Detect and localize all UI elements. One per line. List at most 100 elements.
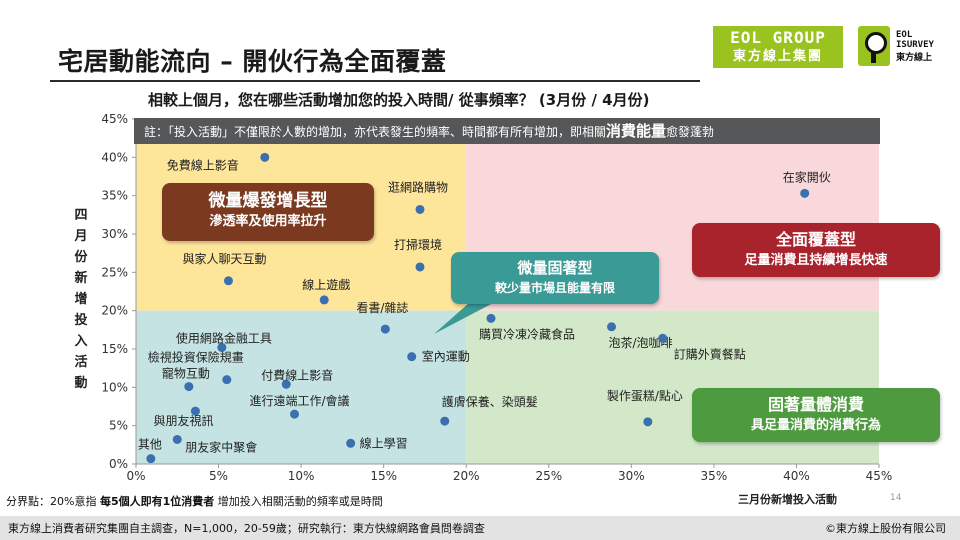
eol-group-logo: EOL GROUP 東方線上集團 [713,26,843,68]
note-bar: 註：「投入活動」不僅限於人數的增加，亦代表發生的頻率、時間都有所有增加，即相關消… [134,118,880,144]
quadrant-desc: 滲透率及使用率拉升 [209,214,327,229]
data-point-label: 室內運動 [422,349,470,364]
data-point-label: 線上學習 [360,435,408,450]
note-prefix: 註：「投入活動」不僅限於人數的增加，亦代表發生的頻率、時間都有所有增加，即相關 [144,125,607,139]
y-tick-label: 25% [101,265,128,279]
data-point-label: 付費線上影音 [261,367,333,382]
callout-pointer [434,302,495,334]
slide-title: 宅居動能流向 – 開伙行為全面覆蓋 [58,47,447,76]
data-point-label: 寵物互動 [162,366,210,381]
y-tick-label: 10% [101,380,128,394]
data-point [146,454,156,464]
data-point-label: 打掃環境 [394,237,442,252]
y-tick-label: 45% [101,112,128,126]
note-suffix: 愈發蓬勃 [666,125,715,139]
x-tick-label: 0% [126,469,145,483]
y-tick-label: 0% [109,457,128,471]
note-emphasis: 消費能量 [606,122,667,140]
quadrant-box-micro-explosive: 微量爆發增長型 滲透率及使用率拉升 [162,183,374,241]
page-number: 14 [890,493,902,503]
quadrant-title: 微量爆發增長型 [208,191,328,211]
data-point [800,188,810,198]
data-point [643,417,653,427]
data-point-label: 購買冷凍冷藏食品 [479,326,575,341]
data-point-label: 看書/雜誌 [356,300,408,315]
data-point [415,262,425,272]
data-point-label: 免費線上影音 [167,157,239,172]
threshold-note-prefix: 分界點：20%意指 [6,495,100,508]
data-point [346,438,356,448]
data-point-label: 護膚保養、染頭髮 [442,394,538,409]
data-point [290,409,300,419]
y-tick-label: 15% [101,342,128,356]
data-point-label: 檢視投資保險規畫 [148,350,244,365]
chart-question: 相較上個月，您在哪些活動增加您的投入時間/ 從事頻率？ (3月份 / 4月份) [148,91,650,109]
threshold-note: 分界點：20%意指 每5個人即有1位消費者 增加投入相關活動的頻率或是時間 [6,493,383,509]
y-tick-label: 5% [109,419,128,433]
data-point-label: 進行遠端工作/會議 [250,394,350,408]
data-point-label: 線上遊戲 [302,277,350,292]
y-tick-label: 40% [101,150,128,164]
data-point-label: 使用網路金融工具 [176,330,272,345]
data-point-label: 在家開伙 [783,169,831,184]
data-point [415,204,425,214]
threshold-note-bold: 每5個人即有1位消費者 [99,495,215,508]
data-point [260,152,270,162]
data-point-label: 與朋友視訊 [153,413,213,428]
data-point [223,276,233,286]
data-point-label: 訂購外賣餐點 [674,346,746,361]
data-point [380,324,390,334]
data-point [319,295,329,305]
x-tick-label: 40% [783,469,810,483]
threshold-note-suffix: 增加投入相關活動的頻率或是時間 [214,495,383,508]
quadrant-box-full-coverage: 全面覆蓋型 足量消費且持續增長快速 [692,223,940,277]
x-tick-label: 5% [209,469,228,483]
quadrant-box-fixed-volume: 固著量體消費 具足量消費的消費行為 [692,388,940,442]
x-tick-label: 30% [618,469,645,483]
quadrant-title: 固著量體消費 [767,395,864,414]
eol-logo-chinese: 東方線上集團 [732,49,823,64]
quadrant-desc: 具足量消費的消費行為 [750,418,881,433]
y-tick-label: 20% [101,304,128,318]
x-tick-label: 35% [701,469,728,483]
footer-source: 東方線上消費者研究集團自主調查，N=1,000，20-59歲；研究執行：東方快線… [8,522,485,535]
x-tick-label: 10% [288,469,315,483]
data-point [217,342,227,352]
isurvey-logo-text: EOL ISURVEY [896,30,934,50]
quadrant-title: 微量固著型 [517,259,593,277]
x-tick-label: 25% [535,469,562,483]
isurvey-logo-chinese: 東方線上 [896,53,933,63]
footer-bar: 東方線上消費者研究集團自主調查，N=1,000，20-59歲；研究執行：東方快線… [0,516,960,540]
data-point [607,322,617,332]
data-point [172,434,182,444]
data-point [658,333,668,343]
title-underline [50,80,700,82]
data-point-label: 製作蛋糕/點心 [607,389,683,403]
data-point [407,352,417,362]
x-tick-label: 45% [866,469,893,483]
quadrant-title: 全面覆蓋型 [775,230,856,249]
y-axis-label: 四月份新增投入活動 [74,208,88,391]
y-tick-label: 35% [101,189,128,203]
isurvey-mark-icon [858,26,890,66]
data-point-label: 泡茶/泡咖啡 [609,335,673,350]
x-tick-label: 20% [453,469,480,483]
data-point-label: 其他 [138,438,162,452]
data-point [440,416,450,426]
footer-copyright: ©東方線上股份有限公司 [825,522,946,535]
quadrant-desc: 足量消費且持續增長快速 [744,253,888,268]
y-tick-label: 30% [101,227,128,241]
data-point-label: 與家人聊天互動 [182,251,266,266]
x-tick-label: 15% [370,469,397,483]
data-point [281,379,291,389]
data-point [222,375,232,385]
data-point [190,406,200,416]
data-point-label: 朋友家中聚會 [185,439,257,454]
quadrant-box-micro-fixed: 微量固著型 較少量市場且能量有限 [451,252,659,304]
x-axis-label: 三月份新增投入活動 [738,493,837,506]
data-point-label: 逛網路購物 [388,179,448,194]
data-point [486,313,496,323]
eol-isurvey-logo: EOL ISURVEY 東方線上 [858,26,958,70]
eol-logo-text: EOL GROUP [730,28,826,47]
data-point [184,382,194,392]
